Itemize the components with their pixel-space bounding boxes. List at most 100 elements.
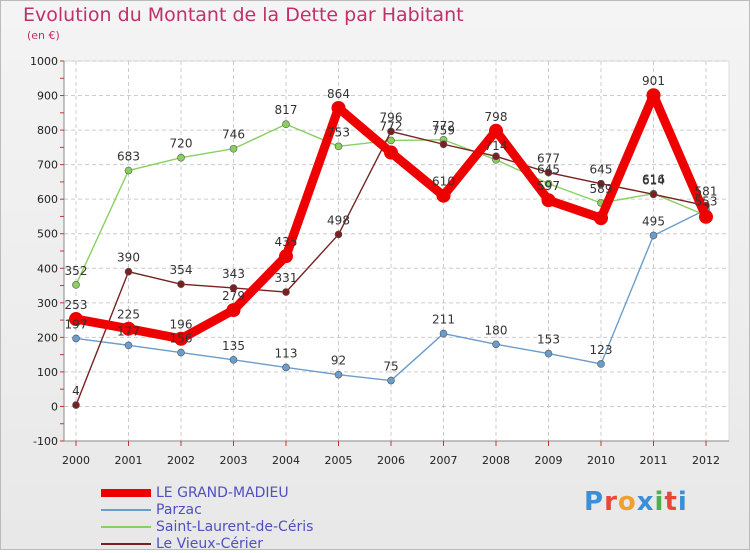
- data-point: [72, 334, 80, 343]
- y-tick-label: 800: [37, 124, 58, 137]
- data-label: 435: [275, 235, 298, 249]
- y-tick-label: -100: [33, 435, 58, 448]
- data-point: [489, 123, 503, 138]
- data-point: [229, 284, 238, 292]
- data-point: [177, 348, 185, 357]
- data-point: [384, 145, 398, 160]
- data-point: [649, 231, 658, 240]
- y-tick-label: 700: [37, 159, 58, 172]
- data-point: [439, 329, 448, 338]
- data-label: 645: [537, 163, 560, 177]
- x-tick-label: 2003: [220, 454, 248, 467]
- data-point: [334, 230, 343, 239]
- data-label: 498: [327, 213, 350, 227]
- data-label: 177: [117, 324, 140, 338]
- data-point: [544, 349, 553, 358]
- legend-swatch: [101, 543, 151, 545]
- y-tick-label: 0: [51, 400, 58, 413]
- data-point: [699, 209, 713, 224]
- data-label: 817: [275, 103, 298, 117]
- x-tick-label: 2001: [115, 454, 143, 467]
- legend-swatch: [101, 526, 151, 528]
- axes: -100 0 100 200 300 400 500 600 700 800 900 1000 2000…: [30, 55, 729, 467]
- data-label: 616: [642, 173, 665, 187]
- data-point: [334, 142, 343, 151]
- data-label: 390: [117, 251, 140, 265]
- data-label: 92: [331, 354, 346, 368]
- data-point: [124, 341, 133, 350]
- legend-label: Parzac: [156, 502, 202, 518]
- data-point: [334, 370, 343, 379]
- data-label: 253: [65, 298, 88, 312]
- series-parzac: [72, 205, 710, 385]
- data-label: 180: [485, 323, 508, 337]
- y-tick-label: 100: [37, 366, 58, 379]
- data-point: [649, 190, 658, 199]
- data-label: 343: [222, 267, 245, 281]
- data-label: 354: [170, 263, 193, 277]
- x-tick-label: 2007: [430, 454, 458, 467]
- data-label: 135: [222, 339, 245, 353]
- series-le-grand-madieu: [69, 88, 713, 346]
- data-point: [544, 179, 553, 188]
- y-tick-label: 900: [37, 90, 58, 103]
- legend-label: Saint-Laurent-de-Céris: [156, 519, 314, 535]
- data-label: 123: [590, 343, 613, 357]
- data-point: [279, 249, 293, 264]
- y-tick-label: 600: [37, 193, 58, 206]
- x-tick-label: 2010: [587, 454, 615, 467]
- data-point: [597, 179, 605, 188]
- data-point: [72, 401, 80, 409]
- data-label: 714: [485, 139, 508, 153]
- data-point: [597, 360, 605, 368]
- data-label: 772: [380, 119, 403, 133]
- data-point: [541, 193, 556, 208]
- y-tick-label: 300: [37, 297, 58, 310]
- data-point: [177, 153, 185, 162]
- data-label: 495: [642, 214, 665, 228]
- data-label: 553: [695, 194, 718, 208]
- data-label: 901: [642, 74, 665, 88]
- data-label: 759: [432, 123, 455, 137]
- data-point: [72, 281, 80, 289]
- data-point: [229, 356, 238, 364]
- chart-subtitle: (en €): [27, 29, 60, 42]
- plot-area: [63, 60, 730, 442]
- series-group: [69, 88, 713, 409]
- data-point: [492, 152, 500, 161]
- data-point: [174, 331, 188, 346]
- data-point: [387, 136, 395, 145]
- data-point: [229, 144, 238, 153]
- data-point: [226, 303, 241, 318]
- data-point: [594, 211, 608, 226]
- data-label: 772: [432, 119, 455, 133]
- data-point: [121, 321, 136, 336]
- data-labels: 253 225 196 279 435 864 610 798 597 901 197 177 156 1…: [65, 74, 718, 398]
- data-point: [282, 120, 290, 129]
- data-label: 153: [537, 333, 560, 347]
- data-point: [282, 363, 290, 372]
- proxiti-logo: Proxiti: [584, 487, 688, 517]
- data-label: 683: [117, 150, 140, 164]
- grid: [64, 60, 729, 442]
- data-point: [544, 168, 553, 177]
- data-label: 4: [72, 384, 80, 398]
- data-label: 352: [65, 264, 88, 278]
- data-label: 645: [590, 163, 613, 177]
- data-label: 211: [432, 313, 455, 327]
- legend-label: LE GRAND-MADIEU: [156, 485, 289, 501]
- data-point: [492, 340, 500, 349]
- data-label: 113: [275, 346, 298, 360]
- data-point: [69, 312, 83, 327]
- data-label: 610: [432, 175, 455, 189]
- legend-label: Le Vieux-Cérier: [156, 536, 264, 552]
- data-point: [124, 267, 133, 276]
- y-tick-label: 200: [37, 331, 58, 344]
- data-label: 753: [327, 125, 350, 139]
- legend-swatch: [101, 509, 151, 511]
- x-tick-label: 2002: [167, 454, 195, 467]
- data-label: 581: [695, 185, 718, 199]
- data-label: 864: [327, 87, 350, 101]
